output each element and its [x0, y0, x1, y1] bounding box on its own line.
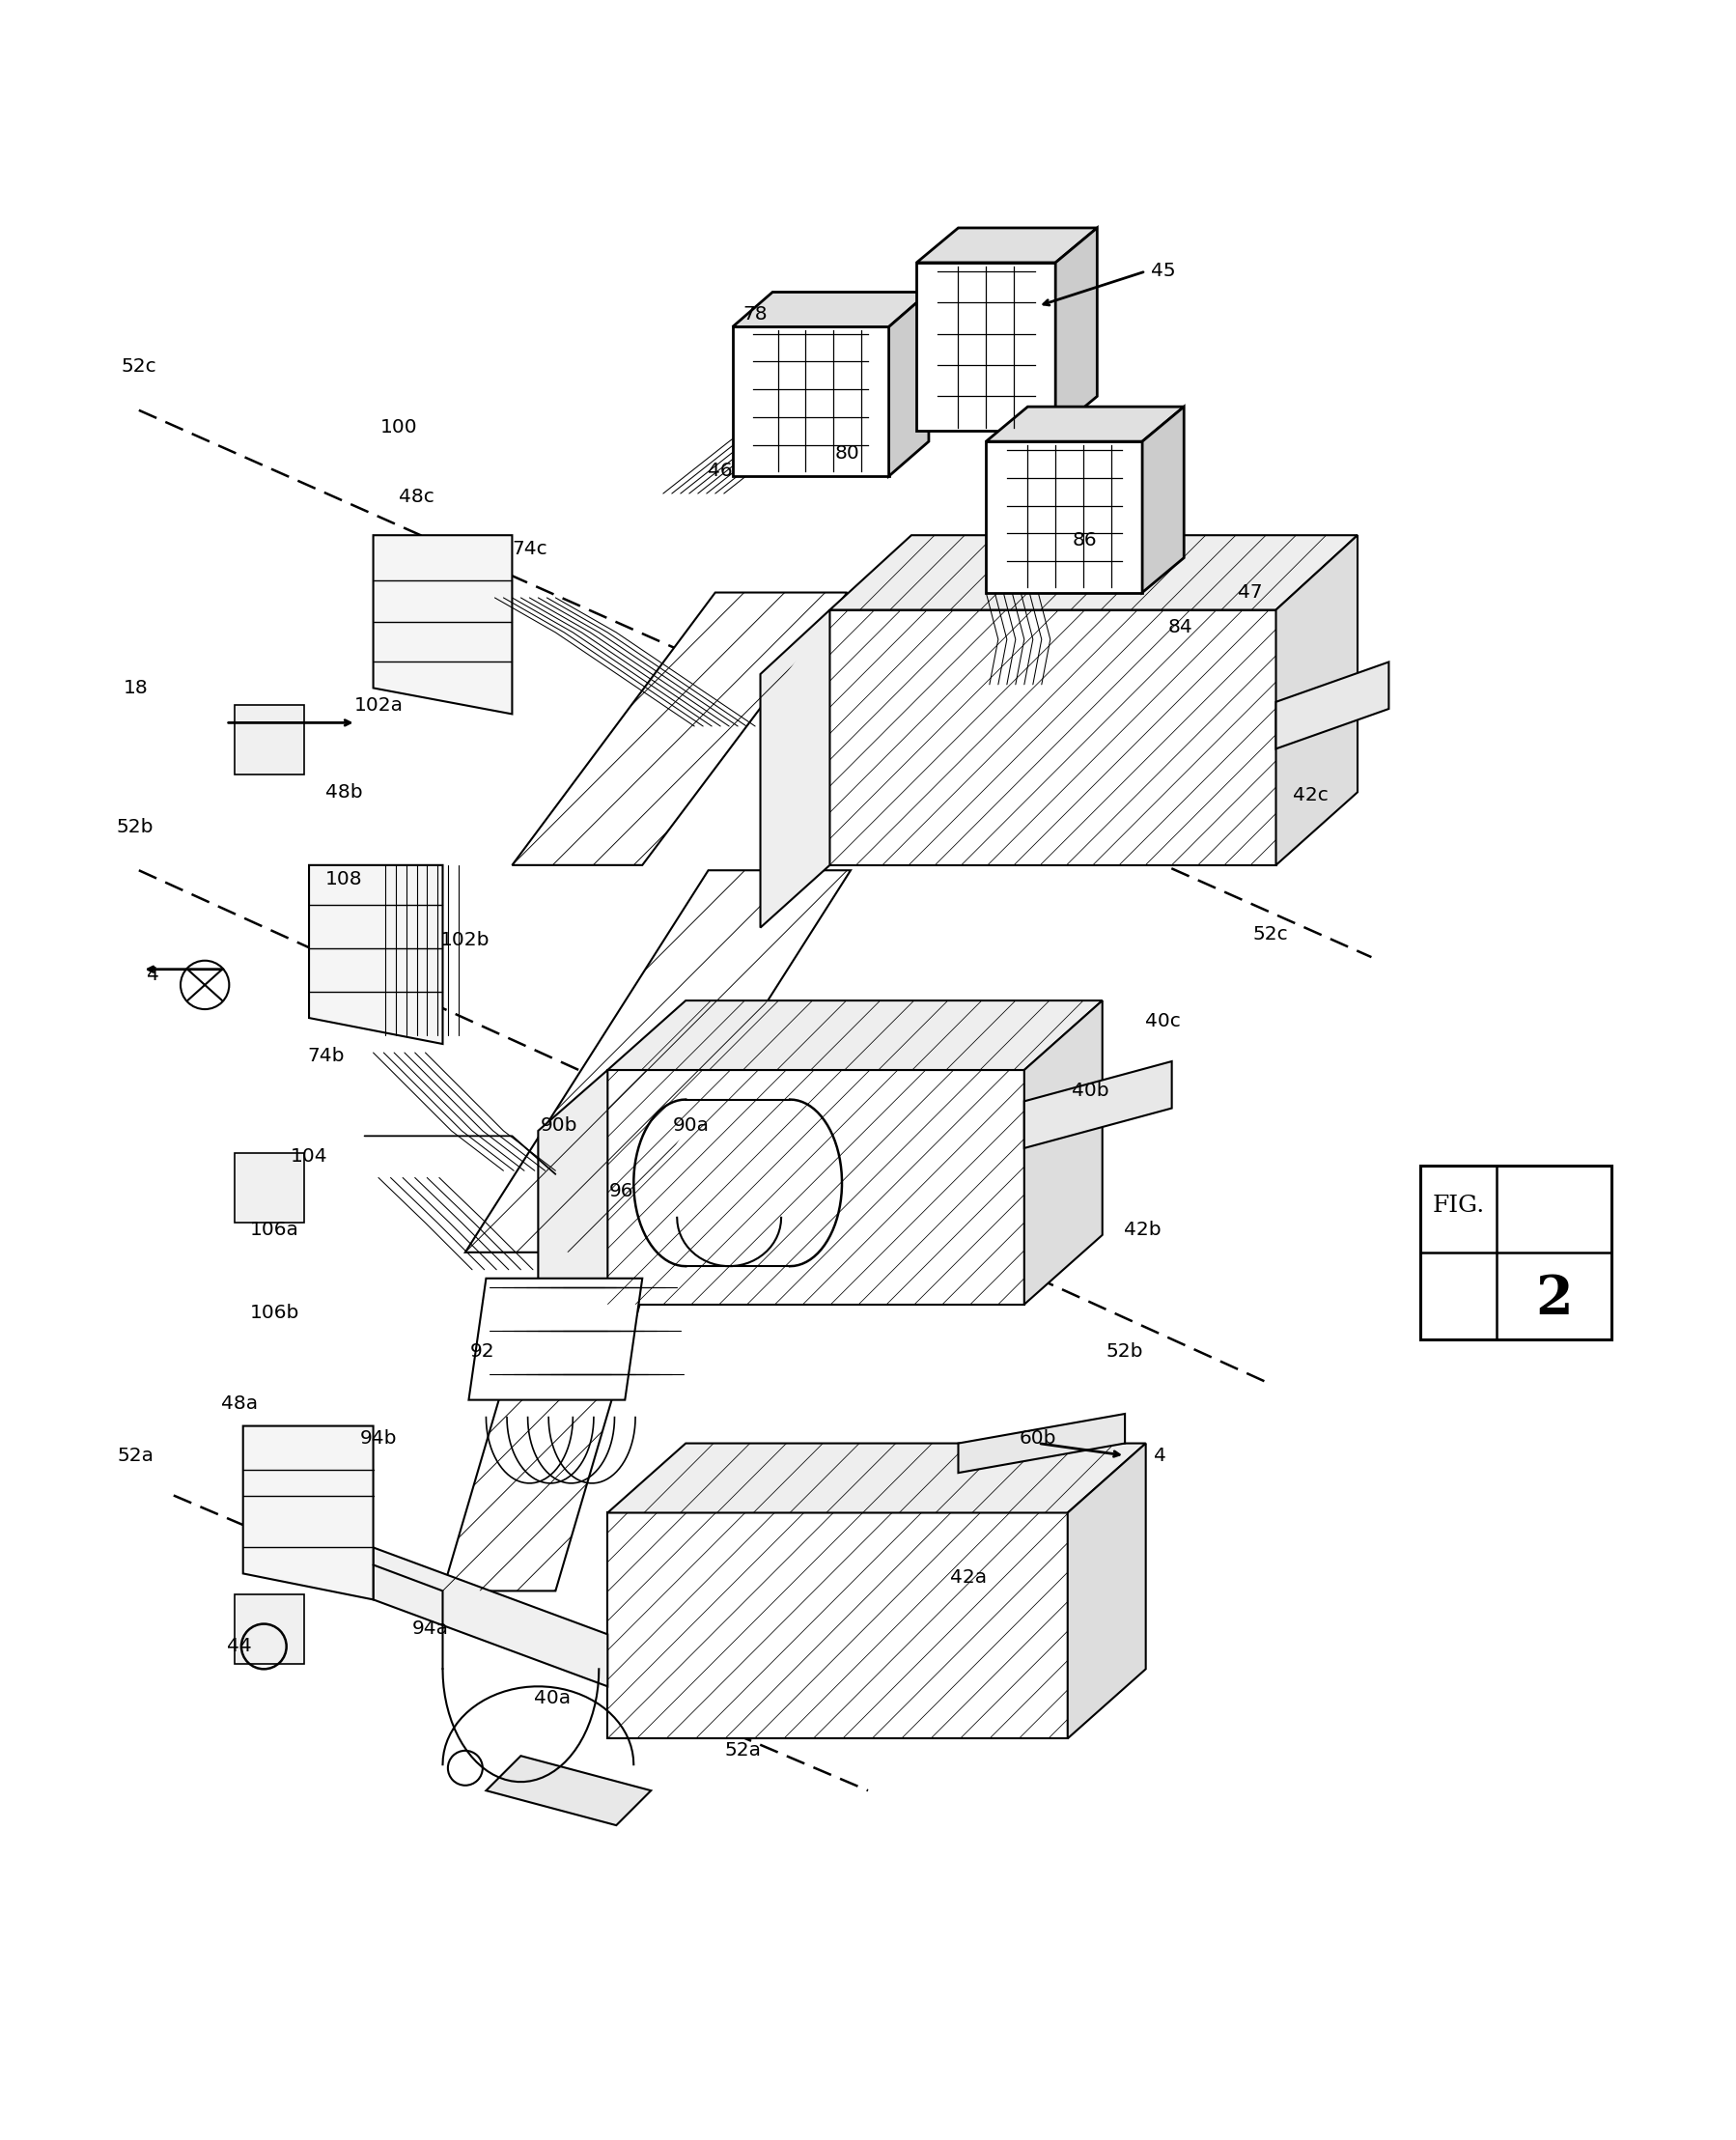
Polygon shape: [608, 1513, 1068, 1738]
Text: 106b: 106b: [250, 1303, 299, 1323]
Text: 46: 46: [708, 462, 733, 479]
Polygon shape: [465, 871, 851, 1252]
Polygon shape: [986, 441, 1142, 593]
Polygon shape: [917, 227, 1097, 263]
Text: 106a: 106a: [250, 1220, 299, 1239]
Text: 108: 108: [325, 869, 363, 888]
Text: 52c: 52c: [122, 357, 156, 377]
Text: 40b: 40b: [1071, 1081, 1109, 1100]
Text: FIG.: FIG.: [1432, 1194, 1484, 1216]
Polygon shape: [243, 1425, 373, 1599]
Polygon shape: [608, 1442, 1146, 1513]
Text: 42b: 42b: [1123, 1220, 1161, 1239]
Text: 94a: 94a: [411, 1620, 450, 1639]
Polygon shape: [234, 1594, 304, 1663]
Text: 52a: 52a: [724, 1742, 762, 1759]
Polygon shape: [486, 1755, 651, 1825]
Polygon shape: [373, 1547, 608, 1686]
Text: 48b: 48b: [325, 783, 363, 800]
Text: 102a: 102a: [354, 696, 403, 715]
Text: 40a: 40a: [533, 1688, 571, 1708]
Text: 102b: 102b: [441, 931, 490, 948]
Text: 4: 4: [146, 965, 160, 984]
Polygon shape: [309, 865, 443, 1044]
Polygon shape: [608, 1513, 1068, 1738]
Text: 18: 18: [123, 678, 148, 698]
Text: 48c: 48c: [399, 488, 434, 507]
Polygon shape: [830, 610, 1276, 865]
Polygon shape: [465, 871, 851, 1252]
Polygon shape: [986, 407, 1184, 441]
Text: 100: 100: [380, 419, 418, 437]
Text: 74b: 74b: [307, 1046, 345, 1066]
Text: 2: 2: [1535, 1273, 1573, 1327]
Polygon shape: [760, 610, 830, 927]
Polygon shape: [234, 1153, 304, 1222]
Polygon shape: [917, 263, 1055, 430]
Text: 4: 4: [1153, 1447, 1167, 1464]
Polygon shape: [443, 1295, 642, 1590]
Text: 90a: 90a: [672, 1117, 710, 1134]
Text: 52a: 52a: [116, 1447, 155, 1464]
Text: 44: 44: [227, 1637, 252, 1656]
Polygon shape: [512, 593, 847, 865]
Text: 86: 86: [1073, 531, 1097, 550]
Polygon shape: [608, 1002, 1102, 1070]
Text: 90b: 90b: [540, 1117, 578, 1134]
Polygon shape: [889, 293, 929, 477]
Polygon shape: [733, 327, 889, 477]
Polygon shape: [469, 1278, 642, 1400]
Polygon shape: [608, 1442, 1146, 1513]
Polygon shape: [1055, 227, 1097, 430]
Text: 94b: 94b: [359, 1430, 398, 1447]
Polygon shape: [1276, 661, 1389, 749]
Polygon shape: [830, 610, 1276, 865]
Polygon shape: [373, 535, 512, 715]
Text: 60b: 60b: [1019, 1430, 1057, 1447]
Polygon shape: [234, 706, 304, 775]
Text: 78: 78: [743, 306, 767, 323]
Polygon shape: [958, 1415, 1125, 1472]
Text: 40c: 40c: [1146, 1012, 1180, 1031]
Text: 74c: 74c: [512, 539, 547, 559]
Polygon shape: [830, 535, 1358, 610]
Polygon shape: [1276, 535, 1358, 865]
Polygon shape: [1142, 407, 1184, 593]
Text: 92: 92: [470, 1342, 495, 1361]
Polygon shape: [733, 293, 929, 327]
Polygon shape: [608, 1002, 1102, 1070]
Text: 42c: 42c: [1293, 788, 1328, 805]
Polygon shape: [538, 1070, 608, 1361]
Polygon shape: [443, 1295, 642, 1590]
Polygon shape: [1024, 1061, 1172, 1149]
Text: 80: 80: [835, 445, 859, 462]
Text: 52b: 52b: [116, 817, 155, 837]
Text: 84: 84: [1168, 618, 1193, 636]
Polygon shape: [1068, 1442, 1146, 1738]
Polygon shape: [608, 1070, 1024, 1305]
Polygon shape: [512, 593, 847, 865]
Text: 48a: 48a: [220, 1393, 259, 1412]
Text: 52c: 52c: [1253, 924, 1288, 944]
Text: 47: 47: [1238, 584, 1262, 601]
Polygon shape: [608, 1070, 1024, 1305]
Polygon shape: [830, 535, 1358, 610]
Polygon shape: [1024, 1002, 1102, 1305]
Text: 104: 104: [290, 1147, 328, 1166]
Polygon shape: [1420, 1166, 1611, 1340]
Text: 96: 96: [609, 1183, 634, 1201]
Text: 45: 45: [1151, 261, 1175, 280]
Text: 52b: 52b: [1106, 1342, 1144, 1361]
Text: 42a: 42a: [950, 1569, 988, 1586]
